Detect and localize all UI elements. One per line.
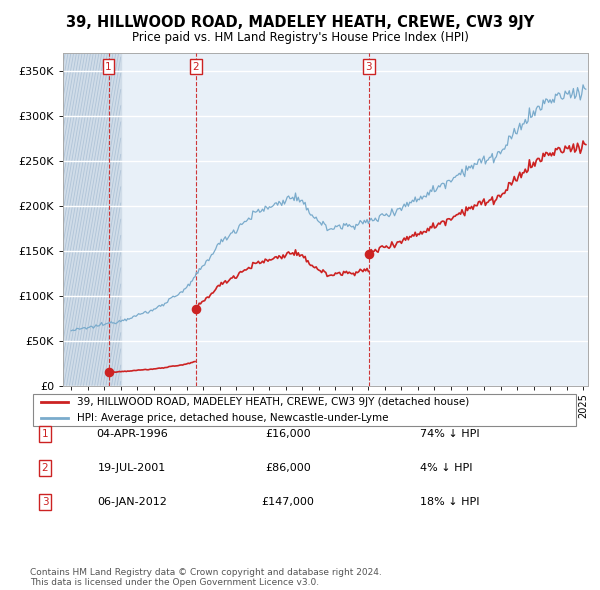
- FancyBboxPatch shape: [33, 394, 576, 426]
- Point: [364, 250, 373, 259]
- Text: HPI: Average price, detached house, Newcastle-under-Lyme: HPI: Average price, detached house, Newc…: [77, 413, 388, 423]
- Text: 2: 2: [41, 463, 49, 473]
- Text: 2: 2: [193, 61, 199, 71]
- Text: 3: 3: [41, 497, 49, 507]
- Text: 18% ↓ HPI: 18% ↓ HPI: [420, 497, 479, 507]
- Point: [191, 304, 200, 314]
- Text: 74% ↓ HPI: 74% ↓ HPI: [420, 429, 479, 438]
- Point: [104, 368, 113, 377]
- Text: 19-JUL-2001: 19-JUL-2001: [98, 463, 166, 473]
- Text: This data is licensed under the Open Government Licence v3.0.: This data is licensed under the Open Gov…: [30, 578, 319, 587]
- Text: 04-APR-1996: 04-APR-1996: [96, 429, 168, 438]
- Text: £147,000: £147,000: [262, 497, 314, 507]
- Text: 1: 1: [105, 61, 112, 71]
- Text: Contains HM Land Registry data © Crown copyright and database right 2024.: Contains HM Land Registry data © Crown c…: [30, 568, 382, 577]
- Text: 06-JAN-2012: 06-JAN-2012: [97, 497, 167, 507]
- Text: 1: 1: [41, 429, 49, 438]
- Text: 39, HILLWOOD ROAD, MADELEY HEATH, CREWE, CW3 9JY (detached house): 39, HILLWOOD ROAD, MADELEY HEATH, CREWE,…: [77, 397, 469, 407]
- Text: £86,000: £86,000: [265, 463, 311, 473]
- Text: £16,000: £16,000: [265, 429, 311, 438]
- Text: 39, HILLWOOD ROAD, MADELEY HEATH, CREWE, CW3 9JY: 39, HILLWOOD ROAD, MADELEY HEATH, CREWE,…: [66, 15, 534, 30]
- Text: 3: 3: [365, 61, 372, 71]
- Text: Price paid vs. HM Land Registry's House Price Index (HPI): Price paid vs. HM Land Registry's House …: [131, 31, 469, 44]
- Text: 4% ↓ HPI: 4% ↓ HPI: [420, 463, 473, 473]
